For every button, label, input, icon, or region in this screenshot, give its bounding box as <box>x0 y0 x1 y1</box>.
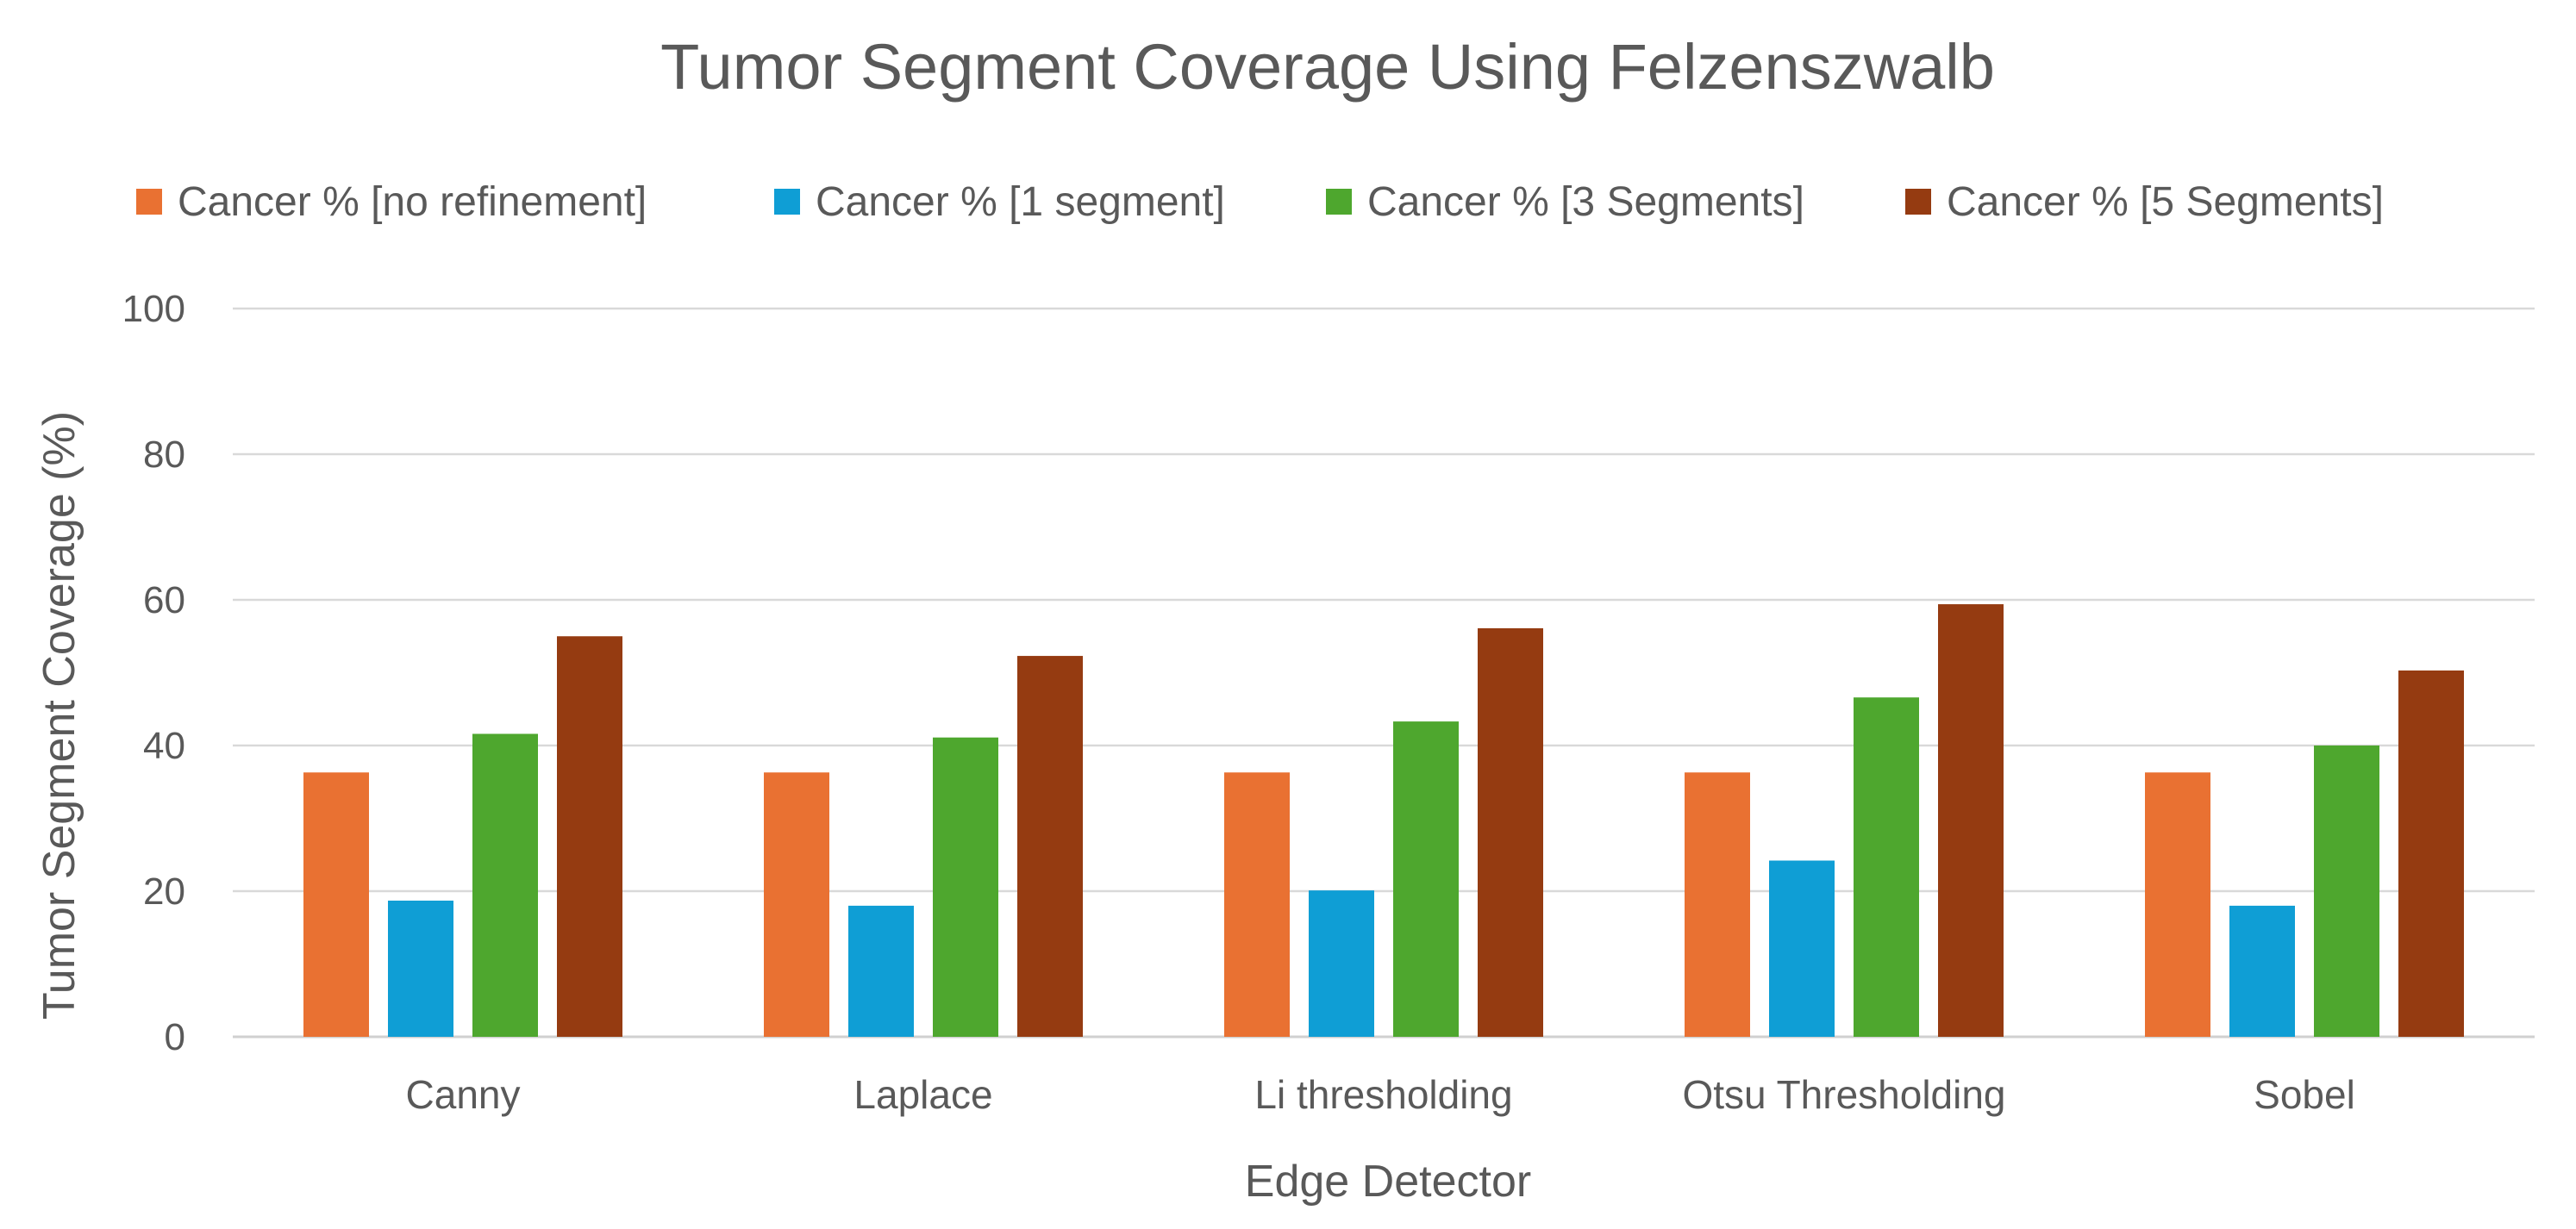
bar-canny-series-4 <box>557 636 622 1037</box>
y-tick-label: 100 <box>122 288 185 330</box>
x-category-label: Otsu Thresholding <box>1682 1072 2005 1117</box>
bars <box>303 604 2464 1037</box>
bar-li-thresholding-series-4 <box>1478 627 1543 1037</box>
bar-canny-series-2 <box>388 900 453 1037</box>
y-axis-ticks: 0 20 40 60 80 100 <box>122 288 185 1058</box>
bar-sobel-series-1 <box>2145 772 2210 1037</box>
legend-item: Cancer % [1 segment] <box>774 179 1225 225</box>
legend-label: Cancer % [5 Segments] <box>1947 179 2384 225</box>
bar-canny-series-1 <box>303 772 369 1037</box>
legend: Cancer % [no refinement] Cancer % [1 segm… <box>136 179 2384 225</box>
x-category-label: Laplace <box>853 1072 992 1117</box>
legend-item: Cancer % [no refinement] <box>136 179 647 225</box>
bar-li-thresholding-series-1 <box>1224 772 1290 1037</box>
bar-laplace-series-4 <box>1017 656 1083 1037</box>
legend-label: Cancer % [no refinement] <box>178 179 647 225</box>
legend-swatch <box>136 189 162 215</box>
y-tick-label: 40 <box>143 725 185 767</box>
x-axis-categories: Canny Laplace Li thresholding Otsu Threshol… <box>406 1072 2355 1117</box>
legend-swatch <box>774 189 800 215</box>
bar-sobel-series-2 <box>2229 905 2295 1037</box>
x-category-label: Sobel <box>2254 1072 2355 1117</box>
bar-sobel-series-3 <box>2314 746 2379 1037</box>
y-tick-label: 60 <box>143 579 185 621</box>
bar-canny-series-3 <box>472 733 538 1037</box>
bar-otsu-thresholding-series-3 <box>1854 697 1919 1037</box>
bar-laplace-series-1 <box>764 772 829 1037</box>
x-category-label: Canny <box>406 1072 521 1117</box>
legend-item: Cancer % [5 Segments] <box>1905 179 2384 225</box>
chart-title: Tumor Segment Coverage Using Felzenszwal… <box>660 31 1995 103</box>
bar-li-thresholding-series-3 <box>1393 721 1459 1037</box>
bar-otsu-thresholding-series-2 <box>1769 860 1835 1037</box>
bar-laplace-series-2 <box>848 905 914 1037</box>
y-axis-title: Tumor Segment Coverage (%) <box>34 411 84 1020</box>
legend-item: Cancer % [3 Segments] <box>1326 179 1804 225</box>
legend-swatch <box>1905 189 1931 215</box>
legend-label: Cancer % [1 segment] <box>816 179 1225 225</box>
y-tick-label: 80 <box>143 434 185 476</box>
legend-label: Cancer % [3 Segments] <box>1367 179 1804 225</box>
legend-swatch <box>1326 189 1352 215</box>
x-axis-title: Edge Detector <box>1245 1157 1531 1207</box>
bar-otsu-thresholding-series-4 <box>1938 604 2004 1037</box>
y-tick-label: 0 <box>165 1016 185 1058</box>
y-tick-label: 20 <box>143 870 185 913</box>
bar-otsu-thresholding-series-1 <box>1685 772 1750 1037</box>
bar-sobel-series-4 <box>2398 670 2464 1037</box>
bar-li-thresholding-series-2 <box>1309 890 1374 1037</box>
x-category-label: Li thresholding <box>1254 1072 1512 1117</box>
bar-laplace-series-3 <box>933 737 998 1037</box>
